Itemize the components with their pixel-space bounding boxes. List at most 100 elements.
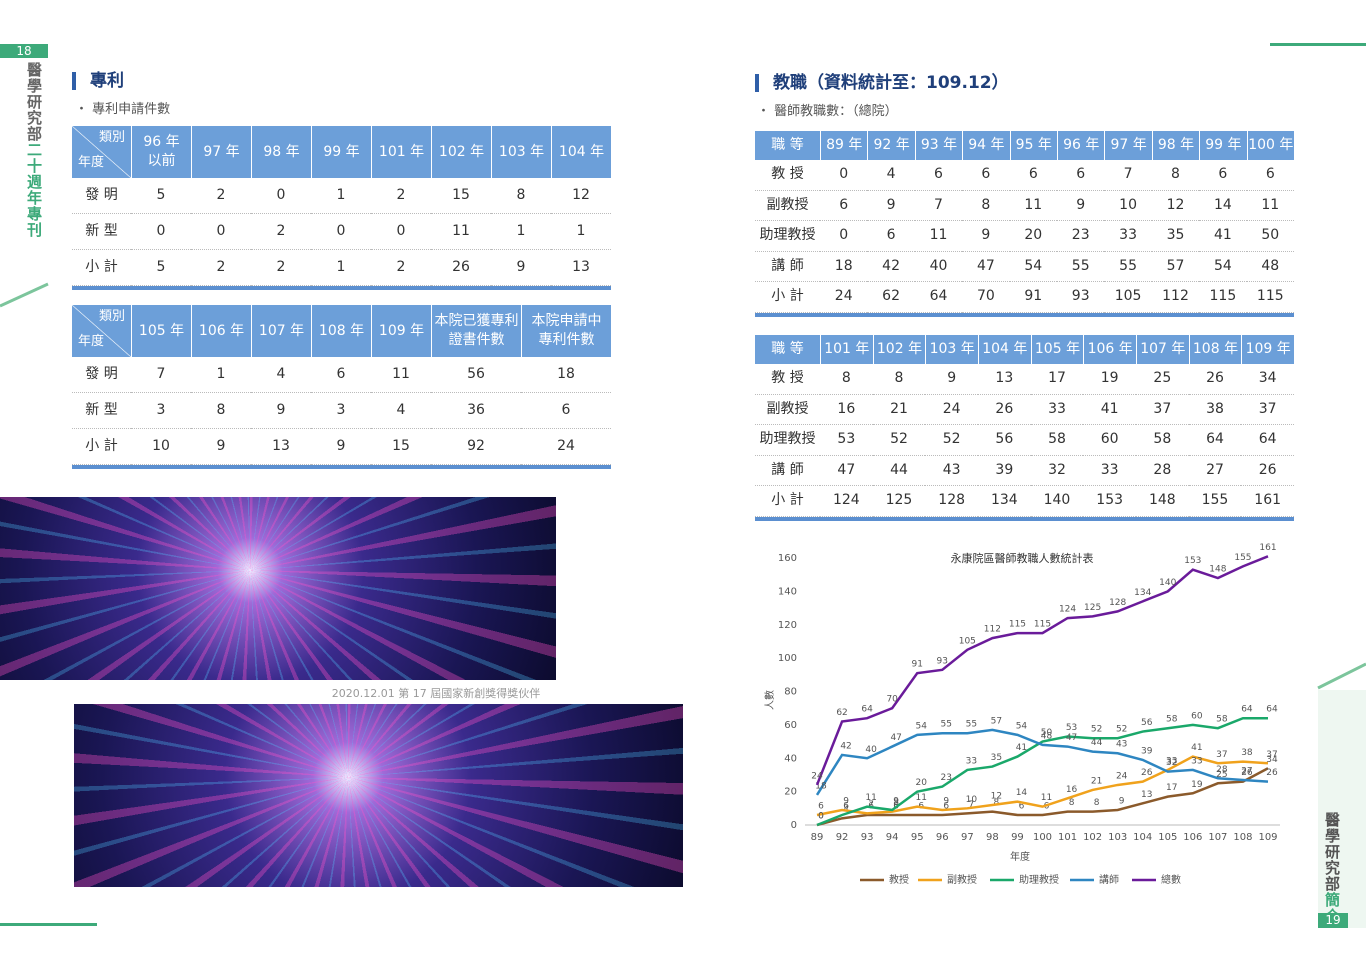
column-header: 98 年 bbox=[1151, 131, 1200, 160]
table-cell: 6 bbox=[311, 357, 371, 393]
data-label: 12 bbox=[991, 791, 1002, 801]
series-line bbox=[816, 755, 1269, 817]
table-cell: 26 bbox=[1241, 456, 1294, 486]
table-cell: 15 bbox=[371, 429, 431, 465]
table-cell: 53 bbox=[820, 425, 873, 456]
series-line bbox=[816, 716, 1268, 827]
data-label: 44 bbox=[1091, 738, 1103, 748]
data-label: 64 bbox=[1266, 705, 1278, 715]
column-header: 97 年 bbox=[191, 126, 251, 178]
row-label: 助理教授 bbox=[755, 221, 820, 252]
table-cell: 148 bbox=[1136, 486, 1189, 517]
table-cell: 9 bbox=[191, 429, 251, 465]
header-label: 職 等 bbox=[755, 335, 820, 364]
data-label: 27 bbox=[1241, 766, 1252, 776]
series-line bbox=[816, 767, 1269, 827]
table-cell: 18 bbox=[521, 357, 611, 393]
data-label: 24 bbox=[1116, 771, 1128, 781]
table-cell: 124 bbox=[820, 486, 873, 517]
data-label: 161 bbox=[1259, 543, 1276, 553]
row-label: 新 型 bbox=[72, 214, 131, 250]
chart: 永康院區醫師教職人數統計表人數年度02040608010012014016089… bbox=[763, 543, 1280, 886]
row-label: 小 計 bbox=[72, 250, 131, 286]
column-header: 102 年 bbox=[431, 126, 491, 178]
column-header: 96 年 bbox=[1057, 131, 1105, 160]
row-label: 副教授 bbox=[755, 191, 820, 221]
table-cell: 36 bbox=[431, 393, 521, 429]
table-cell: 8 bbox=[191, 393, 251, 429]
x-tick-label: 94 bbox=[886, 832, 899, 843]
table-cell: 1 bbox=[311, 250, 371, 286]
data-label: 42 bbox=[840, 741, 851, 751]
table-rule bbox=[72, 286, 611, 290]
table-cell: 0 bbox=[131, 214, 191, 250]
table-cell: 48 bbox=[1246, 252, 1294, 282]
subtitle-text: 專利申請件數 bbox=[92, 102, 171, 117]
deco-line bbox=[0, 282, 49, 308]
table-cell: 0 bbox=[251, 178, 311, 214]
column-header: 96 年 以前 bbox=[131, 126, 191, 178]
table-cell: 2 bbox=[191, 250, 251, 286]
table-cell: 58 bbox=[1030, 425, 1084, 456]
x-tick-label: 106 bbox=[1183, 832, 1202, 843]
table-cell: 28 bbox=[1136, 456, 1189, 486]
column-header: 109 年 bbox=[371, 305, 431, 357]
data-label: 28 bbox=[1216, 765, 1228, 775]
table-cell: 17 bbox=[1030, 364, 1084, 395]
legend-label: 教授 bbox=[889, 873, 909, 886]
column-header: 本院已獲專利 證書件數 bbox=[431, 305, 521, 357]
table: 類別 年度 105 年 106 年 107 年 108 年 109 年本院已獲專利 證書件數… bbox=[72, 305, 611, 469]
table-cell: 9 bbox=[962, 221, 1010, 252]
table-cell: 57 bbox=[1151, 252, 1200, 282]
photo-caption: 2020.12.01 第 17 屆國家新創獎得獎伙伴 bbox=[331, 687, 541, 700]
table-cell: 62 bbox=[867, 282, 915, 313]
data-label: 47 bbox=[890, 733, 901, 743]
data-label: 8 bbox=[1069, 798, 1075, 808]
column-header: 107 年 bbox=[1136, 335, 1189, 364]
table-cell: 55 bbox=[1104, 252, 1152, 282]
series-line bbox=[815, 728, 1269, 796]
row-label: 發 明 bbox=[72, 357, 131, 393]
table-cell: 9 bbox=[491, 250, 551, 286]
data-label: 14 bbox=[1016, 788, 1028, 798]
column-header: 106 年 bbox=[191, 305, 251, 357]
column-header: 101 年 bbox=[371, 126, 431, 178]
data-label: 10 bbox=[966, 795, 978, 805]
table-cell: 23 bbox=[1057, 221, 1105, 252]
page-number: 18 bbox=[0, 44, 48, 58]
x-tick-label: 108 bbox=[1233, 832, 1252, 843]
corner-bottom: 年度 bbox=[78, 334, 105, 350]
x-tick-label: 100 bbox=[1033, 832, 1052, 843]
side-title: 醫學研究部簡介 bbox=[1322, 812, 1343, 924]
table-cell: 14 bbox=[1199, 191, 1247, 221]
table-cell: 33 bbox=[1083, 456, 1136, 486]
table-cell: 60 bbox=[1083, 425, 1136, 456]
table-cell: 1 bbox=[311, 178, 371, 214]
row-label: 教 授 bbox=[755, 364, 820, 395]
data-label: 54 bbox=[1016, 721, 1028, 731]
data-label: 57 bbox=[991, 716, 1002, 726]
y-tick-label: 160 bbox=[778, 553, 797, 564]
column-header: 100 年 bbox=[1246, 131, 1294, 160]
legend-label: 總數 bbox=[1161, 873, 1181, 886]
table-cell: 6 bbox=[1057, 160, 1105, 191]
column-header: 95 年 bbox=[1009, 131, 1057, 160]
table-cell: 56 bbox=[978, 425, 1031, 456]
series-line bbox=[815, 555, 1269, 786]
data-label: 23 bbox=[941, 773, 952, 783]
table-cell: 24 bbox=[521, 429, 611, 465]
column-header: 102 年 bbox=[872, 335, 926, 364]
table-cell: 11 bbox=[1009, 191, 1057, 221]
data-label: 33 bbox=[966, 756, 977, 766]
table-cell: 6 bbox=[820, 191, 868, 221]
table-cell: 64 bbox=[914, 282, 963, 313]
subtitle: ・ 專利申請件數 bbox=[75, 102, 171, 117]
table-cell: 52 bbox=[925, 425, 978, 456]
table-cell: 134 bbox=[978, 486, 1031, 517]
table-cell: 6 bbox=[914, 160, 963, 191]
side-title: 醫學研究部二十週年專刊 bbox=[24, 62, 45, 238]
column-header: 93 年 bbox=[914, 131, 963, 160]
row-label: 小 計 bbox=[755, 486, 820, 517]
column-header: 101 年 bbox=[820, 335, 873, 364]
data-label: 155 bbox=[1234, 553, 1251, 563]
